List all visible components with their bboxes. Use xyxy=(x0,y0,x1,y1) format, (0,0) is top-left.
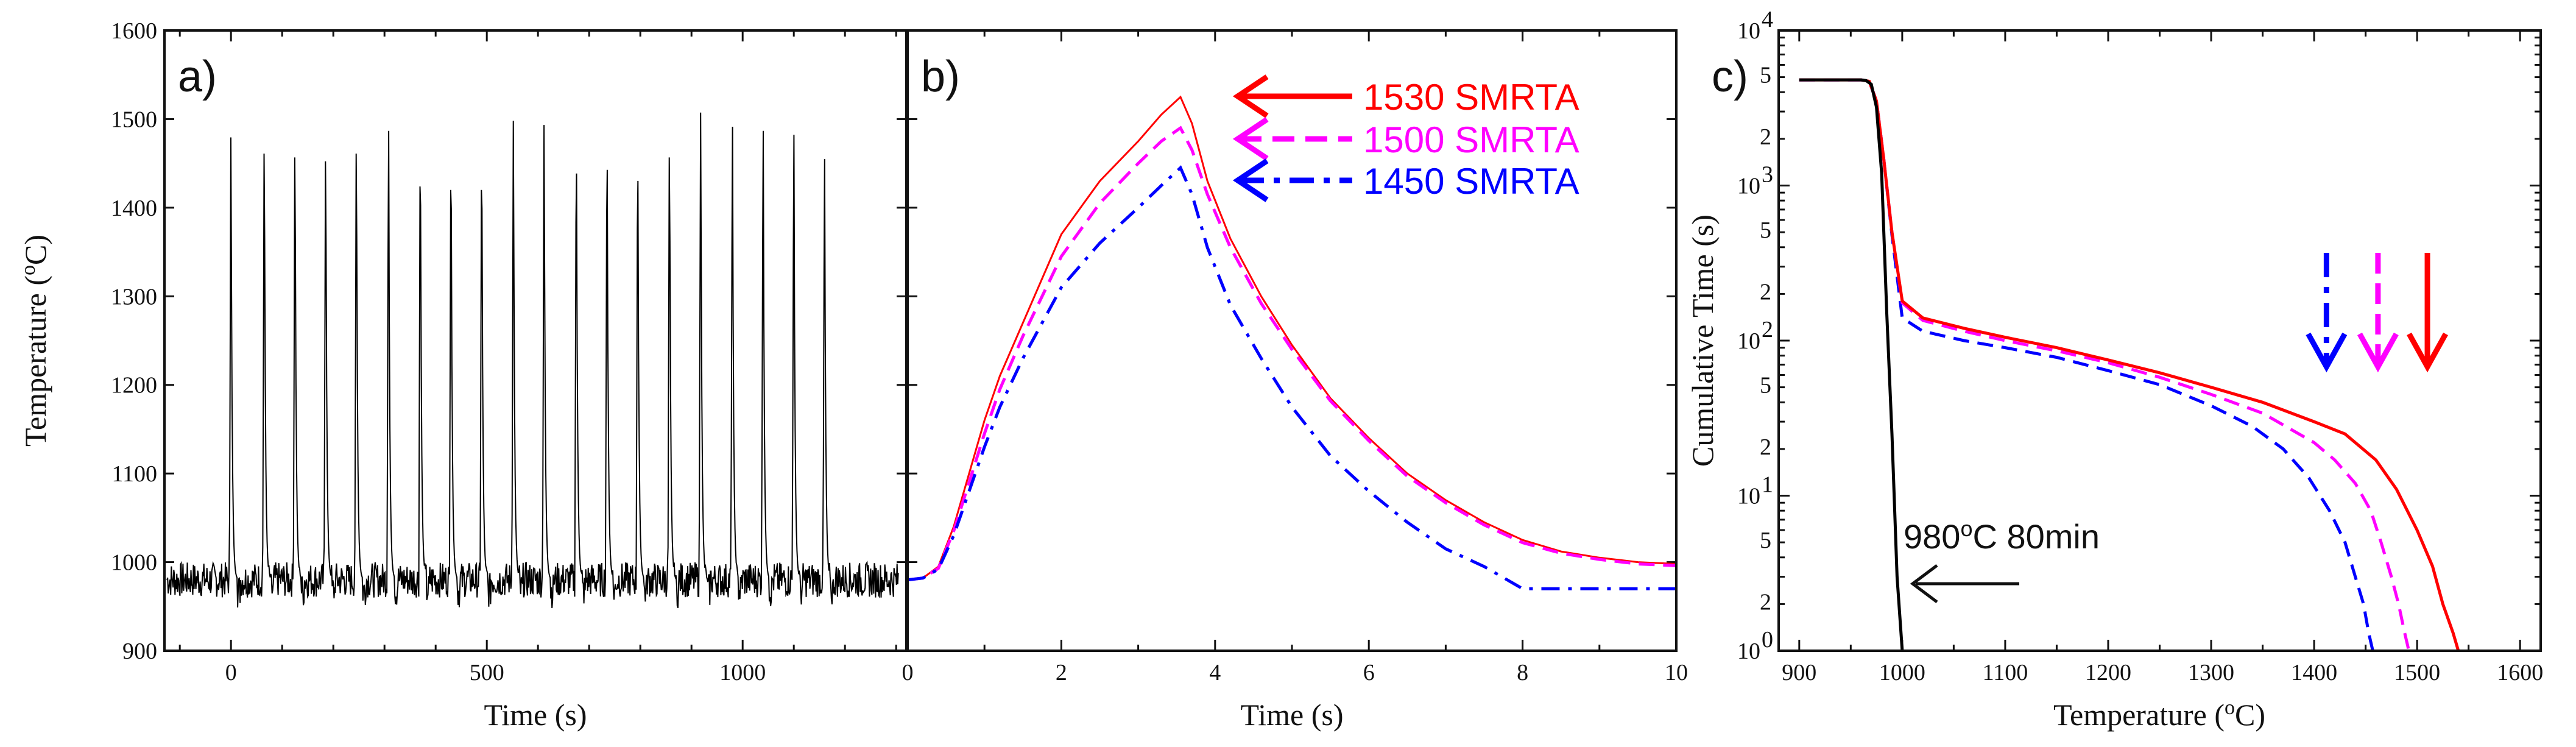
panel-a-ytick-label: 1500 xyxy=(111,107,157,132)
panel-c-ytick-label: 10 xyxy=(1737,484,1760,509)
panel-a-xlabel: Time (s) xyxy=(484,698,587,732)
panel-b-xtick-label: 2 xyxy=(1056,660,1067,685)
panel-b-xtick-label: 4 xyxy=(1209,660,1221,685)
panel-a-ylabel: Temperature (oC) xyxy=(17,235,52,447)
panel-b-xtick-label: 8 xyxy=(1517,660,1528,685)
temperature-arrowhead-1 xyxy=(2357,332,2399,373)
hold-annotation-text: 980oC 80min xyxy=(1904,516,2100,556)
panel-c-series-0 xyxy=(1799,78,1904,651)
panel-a-label: a) xyxy=(178,52,217,101)
legend-label-2: 1450 SMRTA xyxy=(1363,161,1579,202)
panel-a-xtick-label: 0 xyxy=(225,660,237,685)
panel-c-ytick-minor-label: 5 xyxy=(1760,218,1771,243)
legend-label-1: 1500 SMRTA xyxy=(1363,119,1579,160)
panel-a-ticks: 900 1000 1100 1200 1300 1400 1500 1600 0 500 1000 xyxy=(111,18,906,685)
legend-label-0: 1530 SMRTA xyxy=(1363,77,1579,118)
panel-b-ticks: 0 2 4 6 8 10 xyxy=(902,29,1688,685)
panel-c-label: c) xyxy=(1712,52,1748,101)
panel-b-frame xyxy=(906,29,1678,652)
panel-c-xlabel: Temperature (oC) xyxy=(2053,696,2265,732)
panel-c-xtick-label: 1200 xyxy=(2085,660,2131,685)
panel-c-xtick-label: 1100 xyxy=(1983,660,2028,685)
panel-a-ytick-label: 900 xyxy=(122,639,157,664)
panel-a-ytick-label: 1200 xyxy=(111,373,157,398)
panel-c-ytick-minor-label: 5 xyxy=(1760,528,1771,553)
panel-b-series xyxy=(907,95,1677,590)
panel-a-ytick-label: 1300 xyxy=(111,284,157,310)
panel-c-ytick-minor-label: 5 xyxy=(1760,373,1771,398)
panel-c-series xyxy=(1799,78,2460,651)
panel-c-annotation: 980oC 80min xyxy=(1904,253,2448,603)
panel-c-xtick-label: 1500 xyxy=(2394,660,2440,685)
panel-c-ytick-minor-label: 2 xyxy=(1760,279,1771,305)
panel-c-ytick-label: 10 xyxy=(1737,18,1760,44)
panel-a-xtick-label: 1000 xyxy=(719,660,766,685)
panel-c-series-1 xyxy=(1799,78,2460,651)
panel-a-trace xyxy=(166,112,899,609)
panel-c-ytick-label: 10 xyxy=(1737,328,1760,354)
panel-c-ytick-minor-label: 2 xyxy=(1760,589,1771,615)
panel-c-ytick-minor-label: 5 xyxy=(1760,63,1771,88)
panel-b-series-1450-smrta xyxy=(907,165,1676,590)
panel-a-ytick-label: 1600 xyxy=(111,18,157,44)
panel-b-xlabel: Time (s) xyxy=(1240,698,1343,732)
panel-c-xtick-label: 1400 xyxy=(2291,660,2337,685)
panel-c-xtick-label: 1000 xyxy=(1879,660,1925,685)
panel-a-ytick-label: 1400 xyxy=(111,196,157,221)
panel-c-ytick-exponent: 3 xyxy=(1762,162,1773,188)
panel-c-ytick-exponent: 2 xyxy=(1762,317,1773,342)
panel-a-xtick-label: 500 xyxy=(470,660,504,685)
panel-b-label: b) xyxy=(921,52,960,101)
temperature-arrowhead-2 xyxy=(2407,332,2448,373)
legend-arrowhead-2 xyxy=(1232,158,1269,202)
panel-c-ytick-minor-label: 2 xyxy=(1760,124,1771,150)
panel-b-series-1530-smrta xyxy=(907,95,1677,581)
panel-c-xtick-label: 1300 xyxy=(2188,660,2234,685)
panel-b-xtick-label: 6 xyxy=(1363,660,1375,685)
hold-annotation-arrow-head xyxy=(1910,564,1938,603)
panel-c-ytick-label: 10 xyxy=(1737,174,1760,199)
panel-a-ytick-label: 1100 xyxy=(111,461,157,487)
panel-c-ytick-minor-label: 2 xyxy=(1760,434,1771,460)
panel-c-xtick-label: 900 xyxy=(1782,660,1816,685)
panel-b-xtick-label: 0 xyxy=(902,660,914,685)
panel-b-xtick-label: 10 xyxy=(1665,660,1688,685)
panel-c-frame xyxy=(1777,29,2542,652)
panel-c-series-2 xyxy=(1799,78,2411,651)
panel-a-ytick-label: 1000 xyxy=(111,550,157,576)
panel-c-ytick-exponent: 4 xyxy=(1762,7,1773,32)
panel-c-xtick-label: 1600 xyxy=(2497,660,2543,685)
legend-arrowhead-1 xyxy=(1232,117,1269,161)
temperature-arrowhead-0 xyxy=(2306,332,2348,373)
panel-c-ytick-label: 10 xyxy=(1737,639,1760,664)
panel-c-ylabel: Cumulative Time (s) xyxy=(1685,214,1720,467)
legend-arrowhead-0 xyxy=(1232,74,1269,118)
panel-a-series xyxy=(166,112,899,609)
panel-c-ytick-exponent: 0 xyxy=(1762,627,1773,653)
panel-b-series-1500-smrta xyxy=(907,126,1677,582)
panel-c-ytick-exponent: 1 xyxy=(1762,472,1773,498)
